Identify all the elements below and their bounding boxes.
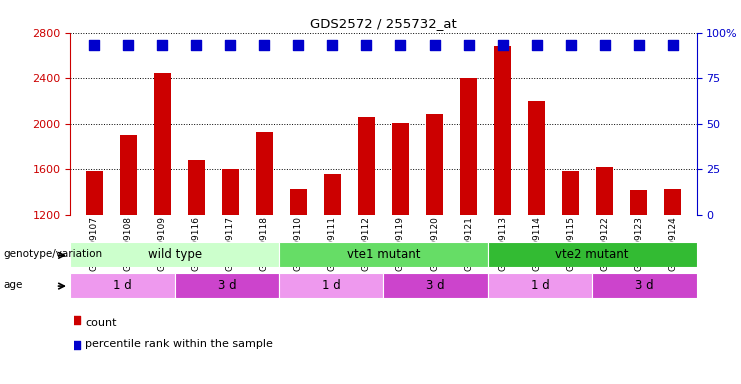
- Bar: [256, 132, 273, 215]
- Point: [88, 42, 100, 48]
- Text: 1 d: 1 d: [322, 279, 341, 291]
- Point: [293, 42, 305, 48]
- Bar: [290, 189, 307, 215]
- Text: genotype/variation: genotype/variation: [4, 249, 103, 259]
- Point: [190, 42, 202, 48]
- Bar: [426, 114, 443, 215]
- Bar: [70, 242, 279, 267]
- Point: [225, 42, 236, 48]
- Bar: [279, 273, 384, 298]
- Bar: [592, 273, 697, 298]
- Bar: [630, 190, 647, 215]
- Text: age: age: [4, 280, 23, 290]
- Bar: [528, 101, 545, 215]
- Point: [599, 42, 611, 48]
- Point: [122, 42, 134, 48]
- Point: [270, 216, 282, 222]
- Point: [327, 42, 339, 48]
- Text: percentile rank within the sample: percentile rank within the sample: [85, 339, 273, 349]
- Point: [633, 42, 645, 48]
- Text: count: count: [85, 318, 117, 328]
- Bar: [175, 273, 279, 298]
- Title: GDS2572 / 255732_at: GDS2572 / 255732_at: [310, 17, 457, 30]
- Point: [667, 42, 679, 48]
- Point: [394, 42, 406, 48]
- Point: [462, 42, 474, 48]
- Text: wild type: wild type: [147, 248, 202, 261]
- Bar: [187, 161, 205, 215]
- Text: 3 d: 3 d: [218, 279, 236, 291]
- Bar: [664, 189, 681, 215]
- Bar: [488, 273, 592, 298]
- Text: 1 d: 1 d: [531, 279, 549, 291]
- Bar: [358, 117, 375, 215]
- Text: vte1 mutant: vte1 mutant: [347, 248, 420, 261]
- Bar: [562, 171, 579, 215]
- Bar: [86, 171, 103, 215]
- Bar: [324, 174, 341, 215]
- Text: 1 d: 1 d: [113, 279, 132, 291]
- Bar: [392, 123, 409, 215]
- Bar: [120, 135, 137, 215]
- Bar: [488, 242, 697, 267]
- Point: [428, 42, 440, 48]
- Text: vte2 mutant: vte2 mutant: [556, 248, 629, 261]
- Bar: [597, 167, 613, 215]
- Bar: [384, 273, 488, 298]
- Point: [259, 42, 270, 48]
- Bar: [279, 242, 488, 267]
- Bar: [154, 73, 170, 215]
- Point: [361, 42, 373, 48]
- Bar: [222, 169, 239, 215]
- Point: [156, 42, 168, 48]
- Text: 3 d: 3 d: [635, 279, 654, 291]
- Bar: [70, 273, 175, 298]
- Point: [565, 42, 576, 48]
- Point: [531, 42, 542, 48]
- Text: 3 d: 3 d: [426, 279, 445, 291]
- Bar: [494, 46, 511, 215]
- Bar: [460, 78, 477, 215]
- Point: [496, 42, 508, 48]
